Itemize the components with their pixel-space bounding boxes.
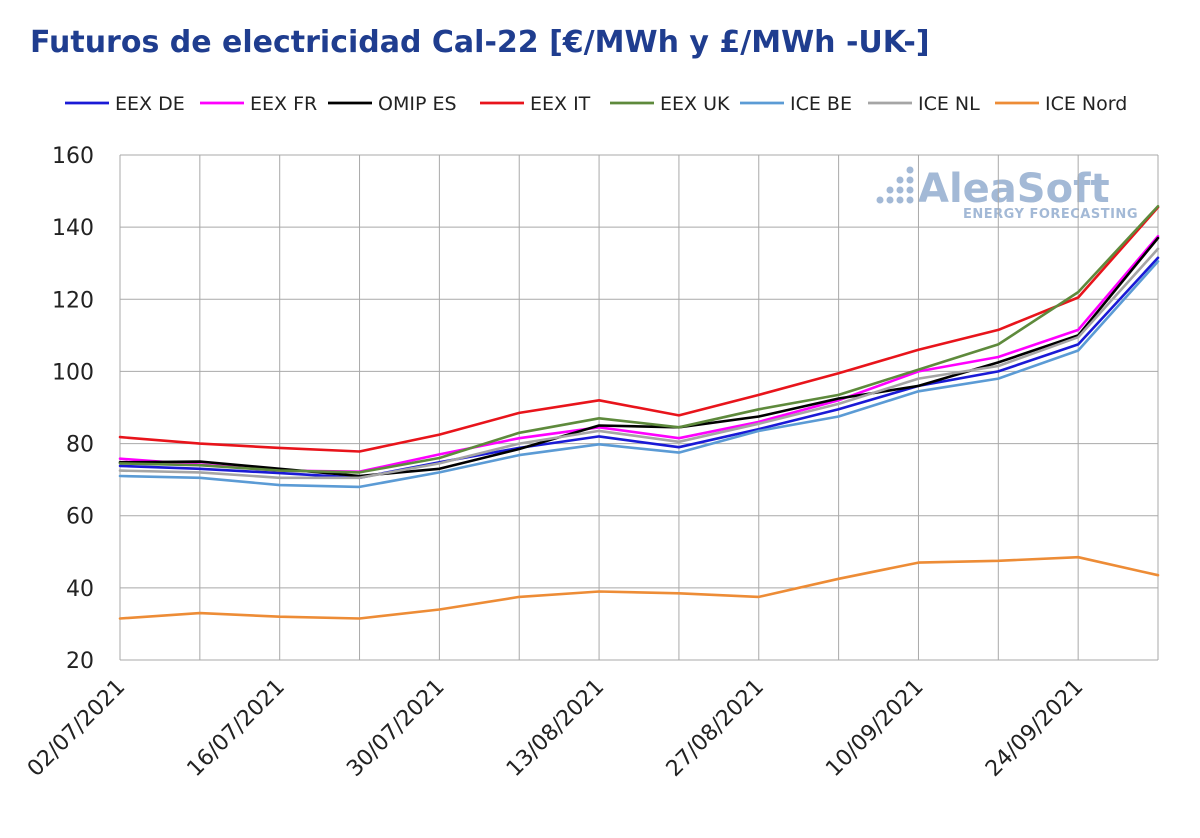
series-line-ice-be [118,260,1160,489]
y-tick-label: 20 [66,649,94,674]
x-tick-label: 30/07/2021 [342,675,449,782]
logo-brand: AleaSoft [918,166,1110,212]
y-tick-label: 80 [66,433,94,458]
legend-label-eex-it: EEX IT [530,93,591,115]
x-tick-label: 02/07/2021 [23,675,130,782]
y-tick-label: 120 [52,288,94,313]
y-tick-label: 60 [66,505,94,530]
chart-title: Futuros de electricidad Cal-22 [€/MWh y … [30,25,930,60]
watermark-logo: AleaSoft ENERGY FORECASTING [876,166,1138,222]
series-line-eex-de [118,256,1160,480]
x-tick-label: 24/09/2021 [981,675,1088,782]
y-tick-label: 160 [52,144,94,169]
series-lines [118,204,1160,620]
series-line-eex-uk [118,204,1160,474]
legend-label-eex-de: EEX DE [115,93,185,115]
legend-label-eex-fr: EEX FR [250,93,317,115]
legend-label-eex-uk: EEX UK [660,93,730,115]
legend-label-omip-es: OMIP ES [378,93,457,115]
x-tick-label: 13/08/2021 [502,675,609,782]
legend-label-ice-be: ICE BE [790,93,852,115]
series-line-ice-nl [118,247,1160,480]
legend-label-ice-nl: ICE NL [918,93,980,115]
series-line-eex-it [118,206,1160,453]
x-tick-label: 10/09/2021 [821,675,928,782]
x-tick-label: 27/08/2021 [662,675,769,782]
logo-tagline: ENERGY FORECASTING [963,207,1138,222]
grid [119,154,1159,661]
legend: EEX DE EEX FR OMIP ES EEX IT EEX UK ICE BE ICE… [65,93,1127,115]
y-tick-label: 100 [52,360,94,385]
x-tick-label: 16/07/2021 [183,675,290,782]
legend-label-ice-nord: ICE Nord [1045,93,1127,115]
y-tick-label: 140 [52,216,94,241]
y-tick-label: 40 [66,577,94,602]
logo-dots-icon [876,166,914,204]
series-line-ice-nord [118,555,1160,620]
y-axis: 20 40 60 80 100 120 140 160 [52,144,94,674]
x-axis: 02/07/2021 16/07/2021 30/07/2021 13/08/2021… [23,675,1089,782]
